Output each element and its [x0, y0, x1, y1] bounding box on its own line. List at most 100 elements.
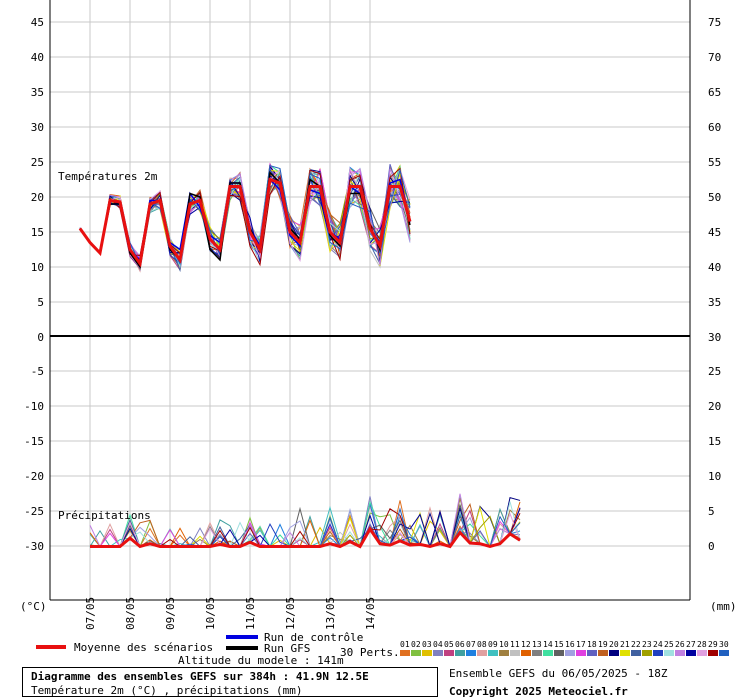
temp-left-tick: 25	[31, 156, 44, 169]
member-swatch	[675, 650, 685, 656]
precip-left-tick: -30	[24, 540, 44, 553]
member-number: 05	[444, 640, 454, 649]
member-swatch	[521, 650, 531, 656]
date-tick-label: 13/05	[324, 597, 337, 630]
member-swatch	[686, 650, 696, 656]
precip-right-tick: 5	[708, 505, 715, 518]
temp-left-tick: 5	[37, 296, 44, 309]
member-number: 17	[576, 640, 586, 649]
precipitation-panel-label: Précipitations	[58, 509, 151, 522]
temp-right-tick: 40	[708, 261, 721, 274]
member-swatch	[565, 650, 575, 656]
precip-left-tick: -10	[24, 400, 44, 413]
copyright: Copyright 2025 Meteociel.fr	[449, 685, 628, 698]
member-swatch	[708, 650, 718, 656]
precip-left-tick: -20	[24, 470, 44, 483]
member-swatch	[576, 650, 586, 656]
member-swatch	[532, 650, 542, 656]
member-swatch	[631, 650, 641, 656]
info-box: Diagramme des ensembles GEFS sur 384h : …	[22, 667, 438, 697]
member-swatch	[488, 650, 498, 656]
member-number: 26	[675, 640, 685, 649]
legend-mean-label: Moyenne des scénarios	[74, 641, 213, 654]
precip-right-tick: 25	[708, 365, 721, 378]
run-info: Ensemble GEFS du 06/05/2025 - 18Z	[449, 667, 668, 680]
temp-right-tick: 30	[708, 331, 721, 344]
temp-right-tick: 45	[708, 226, 721, 239]
member-number: 27	[686, 640, 696, 649]
member-swatch	[620, 650, 630, 656]
precip-left-tick: -15	[24, 435, 44, 448]
member-temp-line	[79, 168, 411, 266]
member-number: 19	[598, 640, 608, 649]
member-number: 21	[620, 640, 630, 649]
perts-label: 30 Perts.	[340, 646, 400, 659]
member-number: 02	[411, 640, 421, 649]
left-unit-label: (°C)	[20, 600, 47, 613]
member-number: 18	[587, 640, 597, 649]
date-tick-label: 07/05	[84, 597, 97, 630]
member-swatch	[598, 650, 608, 656]
member-legend: 01 02 03 04 05 06 07 08 09 10 11 12 13 14 15 16 17 18 19 20…	[400, 640, 729, 656]
temp-right-tick: 70	[708, 51, 721, 64]
member-number: 11	[510, 640, 520, 649]
member-swatch	[499, 650, 509, 656]
member-number: 14	[543, 640, 553, 649]
temp-left-tick: 45	[31, 16, 44, 29]
date-tick-label: 08/05	[124, 597, 137, 630]
temp-right-tick: 60	[708, 121, 721, 134]
member-swatch	[455, 650, 465, 656]
temp-right-tick: 50	[708, 191, 721, 204]
legend-control-label: Run de contrôle	[264, 631, 363, 644]
member-swatch	[543, 650, 553, 656]
member-swatch	[444, 650, 454, 656]
member-swatch	[554, 650, 564, 656]
member-swatch	[653, 650, 663, 656]
member-number: 24	[653, 640, 663, 649]
date-tick-label: 14/05	[364, 597, 377, 630]
legend-gfs-label: Run GFS	[264, 642, 310, 655]
member-number: 30	[719, 640, 729, 649]
member-number: 29	[708, 640, 718, 649]
temp-left-tick: 30	[31, 121, 44, 134]
member-swatch	[510, 650, 520, 656]
temp-left-tick: 35	[31, 86, 44, 99]
member-number: 06	[455, 640, 465, 649]
member-swatch	[422, 650, 432, 656]
altitude-label: Altitude du modele : 141m	[178, 654, 344, 667]
temp-right-tick: 55	[708, 156, 721, 169]
member-swatch	[664, 650, 674, 656]
precip-left-tick: -25	[24, 505, 44, 518]
member-number: 13	[532, 640, 542, 649]
main-series	[78, 170, 521, 549]
date-tick-label: 10/05	[204, 597, 217, 630]
member-number: 03	[422, 640, 432, 649]
date-tick-label: 11/05	[244, 597, 257, 630]
member-number: 04	[433, 640, 443, 649]
temp-left-tick: 20	[31, 191, 44, 204]
chart-title: Diagramme des ensembles GEFS sur 384h : …	[31, 670, 369, 683]
member-number: 08	[477, 640, 487, 649]
mean-temperature-line	[78, 177, 412, 268]
member-swatch	[400, 650, 410, 656]
precip-right-tick: 20	[708, 400, 721, 413]
member-number: 15	[554, 640, 564, 649]
member-number: 01	[400, 640, 410, 649]
member-swatch	[433, 650, 443, 656]
precip-right-tick: 15	[708, 435, 721, 448]
member-number: 23	[642, 640, 652, 649]
chart-subtitle: Température 2m (°C) , précipitations (mm…	[31, 684, 303, 697]
temp-right-tick: 65	[708, 86, 721, 99]
member-number: 09	[488, 640, 498, 649]
mean-precip-line	[90, 526, 521, 549]
member-number: 22	[631, 640, 641, 649]
precip-left-tick: -5	[31, 365, 44, 378]
member-swatch	[697, 650, 707, 656]
member-number: 25	[664, 640, 674, 649]
precip-right-tick: 0	[708, 540, 715, 553]
temp-left-tick: 10	[31, 261, 44, 274]
member-number: 07	[466, 640, 476, 649]
member-number: 12	[521, 640, 531, 649]
